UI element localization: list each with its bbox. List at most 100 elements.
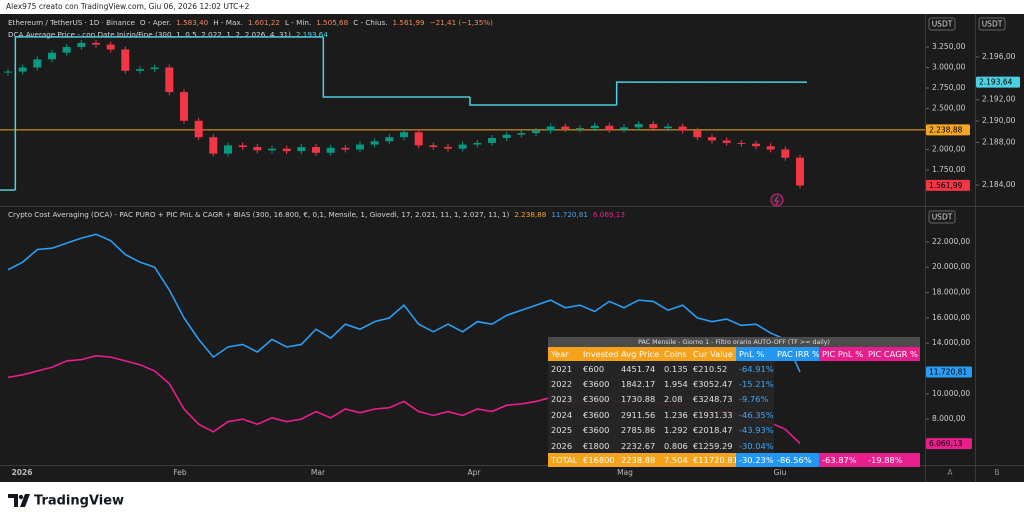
- y-tick-label: 16.000,00: [932, 313, 970, 322]
- table-cell: €11720.81: [690, 453, 736, 468]
- brand: TradingView: [34, 494, 124, 509]
- table-cell: 2232.67: [618, 437, 661, 454]
- y-tick-label: 8.000,00: [932, 414, 966, 423]
- table-cell: [819, 361, 865, 376]
- table-cell: -19.88%: [865, 453, 921, 468]
- y-tick-label: 10.000,00: [932, 389, 970, 398]
- table-cell: PIC PnL %: [819, 347, 865, 361]
- candle: [106, 44, 115, 50]
- candle: [282, 148, 291, 152]
- candle: [561, 126, 570, 129]
- legend-part: 11.720,81: [551, 210, 588, 219]
- time-label: 2026: [12, 468, 33, 477]
- table-cell: 1842.17: [618, 376, 661, 392]
- table-cell: 0.135: [661, 361, 690, 377]
- candle: [165, 67, 174, 93]
- table-cell: €1931.33: [690, 407, 736, 423]
- candle: [781, 149, 790, 158]
- currency-box[interactable]: [928, 17, 956, 31]
- candle: [429, 145, 438, 148]
- table-cell: [774, 438, 819, 453]
- table-cell: 2785.86: [618, 422, 661, 438]
- y2-tick-label: 2.188,00: [982, 137, 1016, 146]
- table-row: PAC Mensile - Giorno 1 - Filtro orario A…: [548, 337, 921, 347]
- dca-step: [14, 36, 30, 191]
- legend: Ethereum / TetherUS · 1D · Binance O - Ap…: [8, 18, 493, 27]
- table-row: 2026 €1800 2232.67 0.806 €1259.29 -30.04%: [548, 437, 920, 454]
- candle: [532, 130, 540, 134]
- table-cell: [865, 361, 920, 376]
- table-cell: 1.292: [661, 422, 690, 438]
- table-row: 2021 €600 4451.74 0.135 €210.52 -64.91%: [548, 361, 920, 377]
- table-cell: 4451.74: [618, 361, 661, 377]
- scale-button[interactable]: B: [994, 468, 999, 477]
- table-cell: 2026: [548, 437, 580, 454]
- candle: [546, 126, 555, 131]
- candle: [458, 144, 467, 149]
- table-cell: -30.23%: [736, 453, 774, 468]
- candle: [620, 127, 628, 130]
- table-cell: PAC IRR %: [774, 347, 819, 361]
- y2-tick-label: 2.196,00: [982, 52, 1016, 61]
- y-tick-label: 20.000,00: [932, 262, 970, 271]
- table-cell: 1730.88: [618, 391, 661, 408]
- y-tick-label: 14.000,00: [932, 338, 970, 347]
- table-cell: 2.08: [661, 391, 690, 408]
- candle: [297, 147, 306, 152]
- currency-box[interactable]: [928, 210, 956, 224]
- legend-part: Ethereum / TetherUS · 1D · Binance: [8, 18, 135, 27]
- table-cell: [774, 392, 819, 407]
- price-tag-label: 6.069,13: [929, 439, 963, 448]
- candle: [238, 145, 247, 148]
- currency-box[interactable]: [978, 17, 1006, 31]
- candle: [209, 137, 218, 154]
- y2-tick-label: 2.192,00: [982, 95, 1016, 104]
- dca-step: [615, 81, 632, 106]
- table-cell: 1.954: [661, 376, 690, 392]
- table-cell: 2238.88: [618, 453, 661, 468]
- header: Alex975 creato con TradingView.com, Giu …: [6, 2, 250, 11]
- legend-part: Crypto Cost Averaging (DCA) - PAC PURO +…: [8, 210, 509, 219]
- candle: [634, 124, 643, 128]
- scale-button[interactable]: A: [947, 468, 953, 477]
- candle: [33, 59, 42, 68]
- legend: Crypto Cost Averaging (DCA) - PAC PURO +…: [8, 210, 625, 219]
- candle: [312, 147, 320, 153]
- tradingview-logo: [8, 494, 30, 507]
- table-cell: -43.93%: [736, 422, 774, 438]
- dca-step: [322, 36, 338, 98]
- table-row: TOTAL €16800 2238.88 7.504 €11720.81 -30.23% -…: [548, 453, 921, 468]
- table-cell: -30.04%: [736, 437, 774, 454]
- y-tick-label: 3.000,00: [932, 62, 966, 71]
- y-tick-label: 2.750,00: [932, 83, 966, 92]
- table-cell: €3600: [580, 376, 618, 392]
- table-cell: €3248.73: [690, 391, 736, 408]
- candle: [576, 128, 584, 130]
- table-cell: 2025: [548, 422, 580, 438]
- table-cell: 2023: [548, 391, 580, 408]
- table-row: 2023 €3600 1730.88 2.08 €3248.73 -9.76%: [548, 391, 920, 408]
- candle: [693, 130, 702, 138]
- table-cell: -64.91%: [736, 361, 774, 377]
- table-cell: [819, 423, 865, 438]
- candle: [488, 138, 496, 143]
- table-row: 2024 €3600 2911.56 1.236 €1931.33 -46.35%: [548, 407, 920, 423]
- table-cell: [774, 376, 819, 391]
- dca-table: PAC Mensile - Giorno 1 - Filtro orario A…: [548, 337, 921, 468]
- legend: DCA Average Price - con Date Inizio/Fine…: [8, 30, 328, 39]
- y-tick-label: 2.000,00: [932, 144, 966, 153]
- currency: USDT: [932, 20, 953, 29]
- price-tag-label: 11.720,81: [929, 368, 967, 377]
- candle: [722, 140, 731, 143]
- price-tag: [926, 366, 972, 378]
- candle: [796, 157, 804, 186]
- time-label: Giu: [774, 468, 787, 477]
- replay-icon[interactable]: [770, 193, 784, 207]
- table-cell: €16800: [580, 453, 618, 468]
- table-cell: -86.56%: [774, 453, 819, 468]
- table-cell: €3052.47: [690, 376, 736, 392]
- table-cell: €1259.29: [690, 437, 736, 454]
- legend-part: 2.238,88: [514, 210, 546, 219]
- table-cell: 2022: [548, 376, 580, 392]
- table-cell: Avg Price: [618, 347, 661, 361]
